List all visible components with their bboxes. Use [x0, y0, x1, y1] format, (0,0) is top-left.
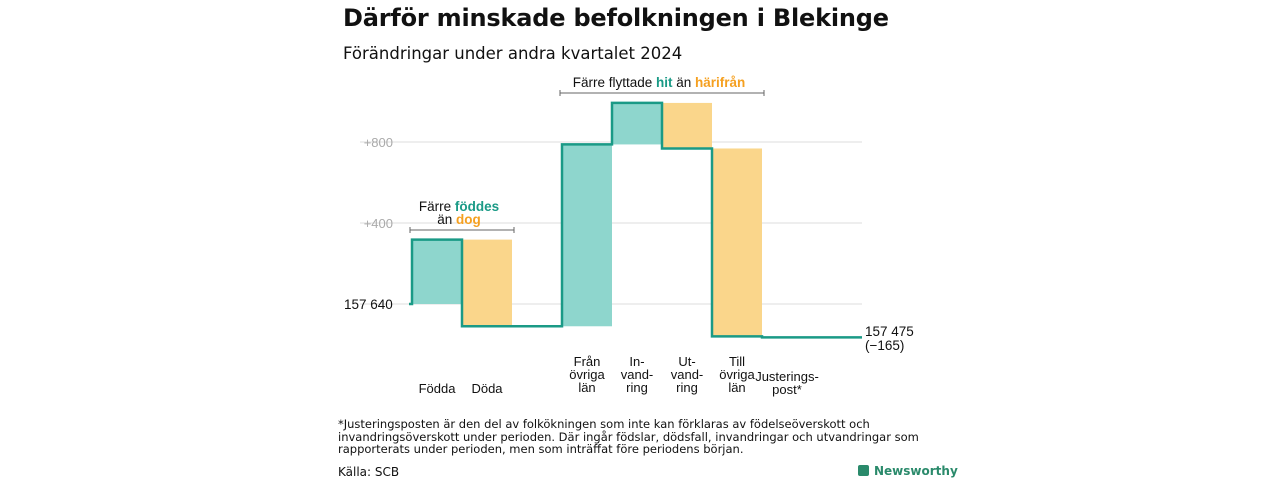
category-label: ring	[626, 380, 648, 395]
brand-logo: Newsworthy	[858, 464, 958, 478]
source-label: Källa: SCB	[338, 465, 400, 479]
category-label: övriga	[569, 367, 605, 382]
waterfall-bar	[412, 239, 462, 304]
cumulative-step-line	[409, 101, 862, 339]
annotation-flyttade: Färre flyttade hit än härifrån	[573, 75, 746, 90]
end-value-label: 157 475	[865, 324, 914, 339]
category-label: post*	[772, 382, 802, 397]
waterfall-bar	[612, 102, 662, 145]
category-label: Från	[574, 354, 601, 369]
brand-name: Newsworthy	[874, 464, 958, 478]
category-label: övriga	[719, 367, 755, 382]
newsworthy-icon	[858, 465, 869, 476]
footnote: *Justeringsposten är den del av folkökni…	[338, 417, 919, 456]
category-label: vand-	[621, 367, 654, 382]
annotation-doda: än dog	[437, 212, 481, 227]
chart-subtitle: Förändringar under andra kvartalet 2024	[343, 44, 683, 63]
annotation-fodda: Färre föddes	[419, 199, 499, 214]
waterfall-bar	[662, 102, 712, 149]
category-label: län	[578, 380, 595, 395]
y-tick-label: +400	[364, 216, 393, 231]
category-label: Födda	[419, 381, 457, 396]
category-label: vand-	[671, 367, 704, 382]
waterfall-bar	[462, 239, 512, 327]
start-value-label: 157 640	[344, 297, 393, 312]
end-change-label: (−165)	[865, 338, 904, 353]
category-label: Justerings-	[755, 369, 819, 384]
waterfall-chart: +400+800 Födda DödaFrånövrigalänIn-vand-r…	[344, 75, 914, 397]
category-label: Ut-	[678, 354, 695, 369]
category-label: ring	[676, 380, 698, 395]
chart-title: Därför minskade befolkningen i Blekinge	[343, 4, 889, 32]
y-tick-label: +800	[364, 135, 393, 150]
waterfall-bar	[562, 144, 612, 327]
category-label: In-	[629, 354, 644, 369]
category-label: Till	[729, 354, 745, 369]
category-label: län	[728, 380, 745, 395]
waterfall-bar	[712, 148, 762, 337]
category-label: Döda	[471, 381, 503, 396]
